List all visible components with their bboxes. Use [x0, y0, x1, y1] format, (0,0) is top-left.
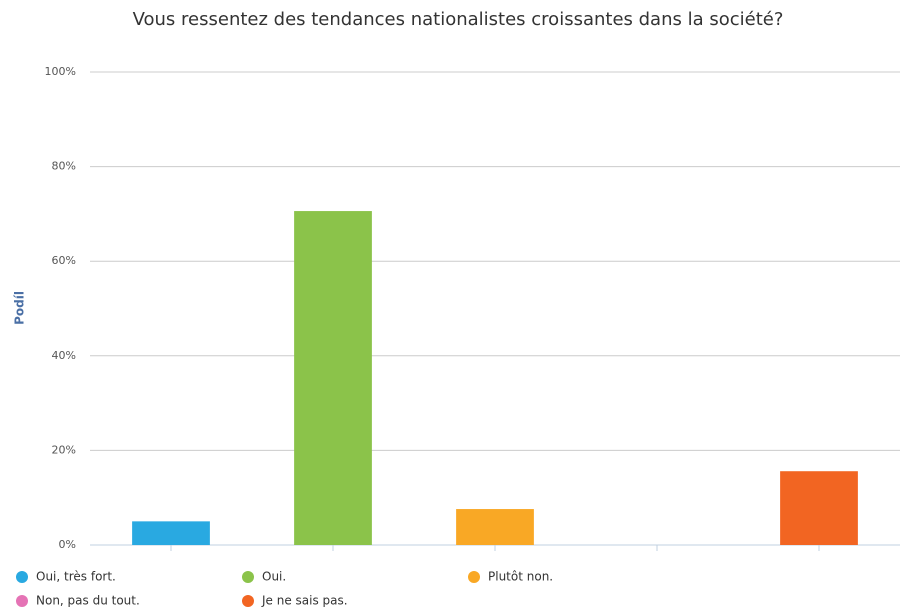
y-axis-label: Podíl — [13, 291, 27, 325]
legend-label: Oui. — [262, 570, 286, 584]
legend-marker — [468, 571, 480, 583]
y-tick-label: 80% — [52, 160, 76, 173]
bar — [132, 521, 210, 545]
y-tick-label: 20% — [52, 443, 76, 456]
legend-label: Plutôt non. — [488, 570, 553, 584]
chart-title: Vous ressentez des tendances nationalist… — [133, 9, 784, 30]
legend-marker — [242, 595, 254, 607]
legend-marker — [16, 595, 28, 607]
legend-marker — [242, 571, 254, 583]
legend-label: Je ne sais pas. — [261, 594, 348, 608]
bar — [456, 509, 534, 545]
legend-label: Non, pas du tout. — [36, 594, 140, 608]
bar — [294, 211, 372, 545]
bar — [780, 471, 858, 545]
legend-label: Oui, très fort. — [36, 570, 116, 584]
y-tick-label: 60% — [52, 254, 76, 267]
y-tick-label: 0% — [59, 538, 76, 551]
y-tick-label: 100% — [45, 65, 76, 78]
legend-marker — [16, 571, 28, 583]
y-tick-label: 40% — [52, 349, 76, 362]
